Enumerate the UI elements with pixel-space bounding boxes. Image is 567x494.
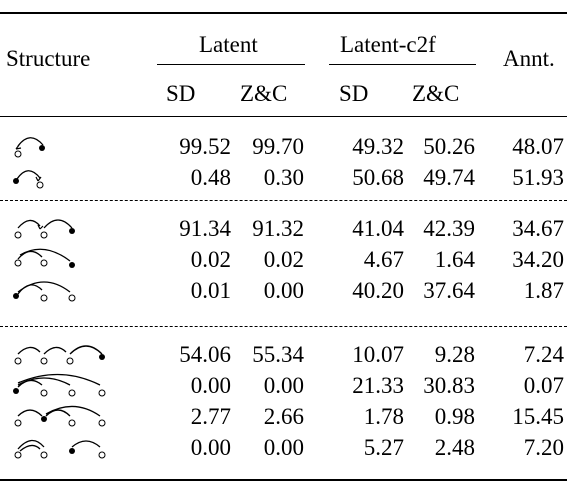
four-node-chain-right-head-icon xyxy=(14,345,105,365)
table-cell: 0.07 xyxy=(523,373,564,398)
table-cell: 55.34 xyxy=(252,342,304,367)
table-cell: 7.24 xyxy=(523,342,564,367)
table-row: 99.52 99.70 49.32 50.26 48.07 xyxy=(0,128,567,168)
table-cell: 0.01 xyxy=(190,278,231,303)
table-cell: 2.66 xyxy=(263,404,304,429)
table-cell: 41.04 xyxy=(352,216,404,241)
table-cell: 0.00 xyxy=(263,278,304,303)
subheader-latent-c2f-zc: Z&C xyxy=(412,81,460,106)
header-bottom-rule xyxy=(0,116,567,117)
table-cell: 2.48 xyxy=(434,435,475,460)
table-cell: 51.93 xyxy=(512,165,564,190)
table-cell: 48.07 xyxy=(512,134,564,159)
subheader-latent-zc: Z&C xyxy=(240,81,288,106)
table-cell: 4.67 xyxy=(363,247,404,272)
table-row: 0.00 0.00 21.33 30.83 0.07 xyxy=(0,367,567,407)
table-cell: 1.64 xyxy=(434,247,475,272)
table-cell: 34.67 xyxy=(512,216,564,241)
table-row: 0.01 0.00 40.20 37.64 1.87 xyxy=(0,272,567,312)
table-cell: 50.68 xyxy=(352,165,404,190)
table-cell: 50.26 xyxy=(423,134,475,159)
table-row: 54.06 55.34 10.07 9.28 7.24 xyxy=(0,336,567,376)
table-row: 0.02 0.02 4.67 1.64 34.20 xyxy=(0,241,567,281)
header-structure: Structure xyxy=(6,46,91,71)
four-node-third-head-icon xyxy=(14,439,106,459)
latent-group-rule xyxy=(157,64,305,65)
subheader-latent-c2f-sd: SD xyxy=(339,81,369,106)
table-cell: 99.52 xyxy=(179,134,231,159)
table-cell: 49.32 xyxy=(352,134,404,159)
table-cell: 34.20 xyxy=(512,247,564,272)
four-node-second-head-icon xyxy=(14,405,106,427)
group-separator xyxy=(0,200,567,201)
subheader-latent-sd: SD xyxy=(166,81,196,106)
table-cell: 0.00 xyxy=(190,435,231,460)
table-cell: 42.39 xyxy=(423,216,475,241)
table-cell: 0.30 xyxy=(263,165,304,190)
table-cell: 1.87 xyxy=(523,278,564,303)
three-node-left-head-icon xyxy=(13,281,76,302)
table-cell: 1.78 xyxy=(363,404,404,429)
header-annt: Annt. xyxy=(503,46,555,71)
table-cell: 10.07 xyxy=(352,342,404,367)
three-node-chain-right-head-icon xyxy=(14,219,75,239)
table-cell: 2.77 xyxy=(190,404,231,429)
latent-c2f-group-rule xyxy=(329,64,476,65)
table-row: 0.00 0.00 5.27 2.48 7.20 xyxy=(0,429,567,469)
table-cell: 49.74 xyxy=(423,165,475,190)
table-cell: 0.02 xyxy=(190,247,231,272)
table-row: 91.34 91.32 41.04 42.39 34.67 xyxy=(0,210,567,250)
table-cell: 91.32 xyxy=(252,216,304,241)
table-cell: 7.20 xyxy=(523,435,564,460)
table-bottom-rule xyxy=(0,479,567,481)
two-node-arc-left-head-icon xyxy=(13,170,44,189)
table-row: 0.48 0.30 50.68 49.74 51.93 xyxy=(0,159,567,199)
table-cell: 37.64 xyxy=(423,278,475,303)
group-separator xyxy=(0,326,567,327)
table-cell: 40.20 xyxy=(352,278,404,303)
table-cell: 0.98 xyxy=(434,404,475,429)
table-cell: 0.00 xyxy=(263,435,304,460)
table-top-rule xyxy=(0,12,567,14)
three-node-middle-head-icon xyxy=(14,248,75,268)
header-latent: Latent xyxy=(199,32,258,57)
table-cell: 91.34 xyxy=(179,216,231,241)
table-cell: 0.02 xyxy=(263,247,304,272)
table-cell: 30.83 xyxy=(423,373,475,398)
table-cell: 54.06 xyxy=(179,342,231,367)
header-latent-c2f: Latent-c2f xyxy=(340,32,436,57)
table-row: 2.77 2.66 1.78 0.98 15.45 xyxy=(0,398,567,438)
table-cell: 9.28 xyxy=(434,342,475,367)
table-cell: 5.27 xyxy=(363,435,404,460)
table-cell: 99.70 xyxy=(252,134,304,159)
table-cell: 0.48 xyxy=(190,165,231,190)
table-cell: 21.33 xyxy=(352,373,404,398)
table-cell: 0.00 xyxy=(263,373,304,398)
four-node-left-head-icon xyxy=(13,373,106,397)
table-cell: 15.45 xyxy=(512,404,564,429)
two-node-arc-right-head-icon xyxy=(14,137,45,158)
table-cell: 0.00 xyxy=(190,373,231,398)
